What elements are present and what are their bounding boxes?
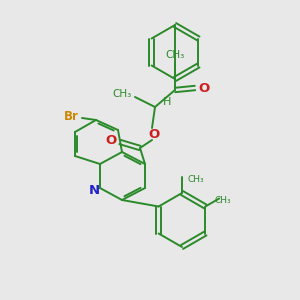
Text: CH₃: CH₃	[188, 175, 204, 184]
Text: N: N	[88, 184, 100, 197]
Text: O: O	[198, 82, 210, 94]
Text: O: O	[105, 134, 117, 146]
Text: CH₃: CH₃	[215, 196, 232, 205]
Text: Br: Br	[64, 110, 78, 122]
Text: O: O	[148, 128, 160, 142]
Text: CH₃: CH₃	[165, 50, 184, 60]
Text: CH₃: CH₃	[112, 89, 132, 99]
Text: H: H	[163, 97, 171, 107]
